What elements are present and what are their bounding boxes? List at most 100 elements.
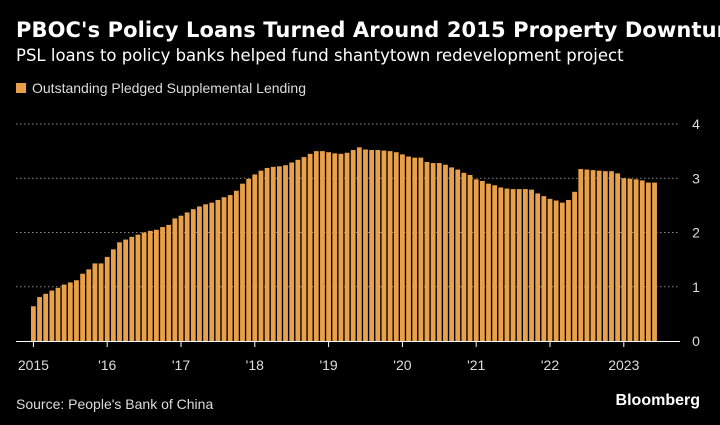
bar — [92, 263, 98, 341]
bar — [387, 151, 393, 342]
bar — [141, 232, 147, 341]
bar — [307, 153, 313, 341]
chart-subtitle: PSL loans to policy banks helped fund sh… — [16, 46, 624, 65]
bar — [424, 161, 430, 341]
y-tick-label: 3 — [692, 170, 700, 186]
bar — [473, 179, 479, 341]
bar — [190, 209, 196, 341]
x-tick-label: 2023 — [608, 357, 639, 373]
bar — [154, 229, 159, 341]
bar — [449, 167, 454, 341]
bar — [369, 150, 375, 341]
bar — [584, 169, 590, 341]
x-tick-label: '20 — [393, 357, 411, 373]
bar — [123, 239, 129, 341]
bar — [184, 212, 190, 341]
bar — [55, 287, 61, 341]
bar — [344, 152, 350, 341]
legend-swatch — [16, 83, 26, 93]
bar — [609, 171, 614, 341]
x-tick-label: 2015 — [18, 357, 49, 373]
bar — [289, 162, 295, 341]
bar — [443, 164, 448, 341]
bar — [596, 170, 602, 341]
bar — [338, 153, 344, 341]
bar — [553, 200, 559, 341]
bar — [455, 169, 461, 341]
bar — [178, 215, 184, 341]
bar — [633, 179, 639, 341]
bar — [277, 166, 282, 341]
bar — [37, 297, 42, 341]
bar — [197, 206, 202, 341]
bar — [627, 178, 633, 341]
bar — [479, 180, 485, 341]
bar — [74, 280, 79, 341]
bar — [406, 156, 411, 341]
bar — [461, 172, 467, 341]
bar — [49, 290, 55, 341]
bar — [400, 154, 405, 341]
bar — [492, 185, 498, 341]
x-tick-label: '21 — [467, 357, 485, 373]
bar — [252, 174, 258, 341]
bar — [258, 170, 264, 341]
bar — [602, 171, 608, 341]
bloomberg-logo: Bloomberg — [615, 392, 700, 409]
bar — [356, 147, 362, 341]
bar — [510, 189, 516, 341]
bar — [498, 187, 504, 341]
y-tick-label: 4 — [692, 116, 700, 132]
bar — [363, 149, 368, 341]
source-note: Source: People's Bank of China — [16, 396, 214, 412]
bar — [541, 196, 547, 341]
bar — [412, 157, 418, 341]
bar — [295, 159, 301, 341]
bar — [652, 182, 657, 341]
bar — [504, 188, 510, 341]
bar — [215, 199, 221, 341]
y-tick-label: 2 — [692, 225, 700, 241]
bar — [590, 170, 596, 341]
x-tick-label: '19 — [319, 357, 337, 373]
bar — [283, 165, 288, 341]
bar — [559, 202, 565, 341]
bar — [547, 198, 553, 341]
bar — [621, 178, 627, 341]
x-tick-label: '22 — [541, 357, 559, 373]
bar — [639, 180, 645, 341]
bar — [246, 178, 252, 341]
bar — [418, 157, 424, 341]
bar — [209, 202, 215, 341]
bar — [80, 273, 85, 341]
bar — [147, 230, 153, 341]
bar — [615, 173, 621, 341]
bar — [227, 195, 233, 341]
bar — [160, 227, 165, 341]
bar — [301, 157, 307, 341]
x-tick-label: '18 — [246, 357, 264, 373]
bar — [393, 152, 399, 341]
bar — [436, 163, 442, 341]
bar — [578, 169, 584, 341]
bar — [430, 163, 436, 341]
bar — [233, 190, 239, 341]
bar — [166, 224, 172, 341]
bar — [221, 197, 227, 341]
bar — [467, 175, 473, 341]
legend: Outstanding Pledged Supplemental Lending — [16, 80, 306, 96]
bar — [326, 152, 331, 341]
bar — [535, 193, 541, 341]
bar — [264, 167, 270, 341]
bar — [240, 183, 245, 341]
bar — [566, 199, 571, 341]
bar — [486, 183, 491, 341]
bar — [31, 306, 36, 341]
bar — [523, 189, 528, 341]
bar — [350, 150, 356, 341]
bar — [332, 153, 338, 341]
bar — [375, 150, 381, 341]
bar — [270, 166, 276, 341]
x-tick-label: '16 — [98, 357, 116, 373]
